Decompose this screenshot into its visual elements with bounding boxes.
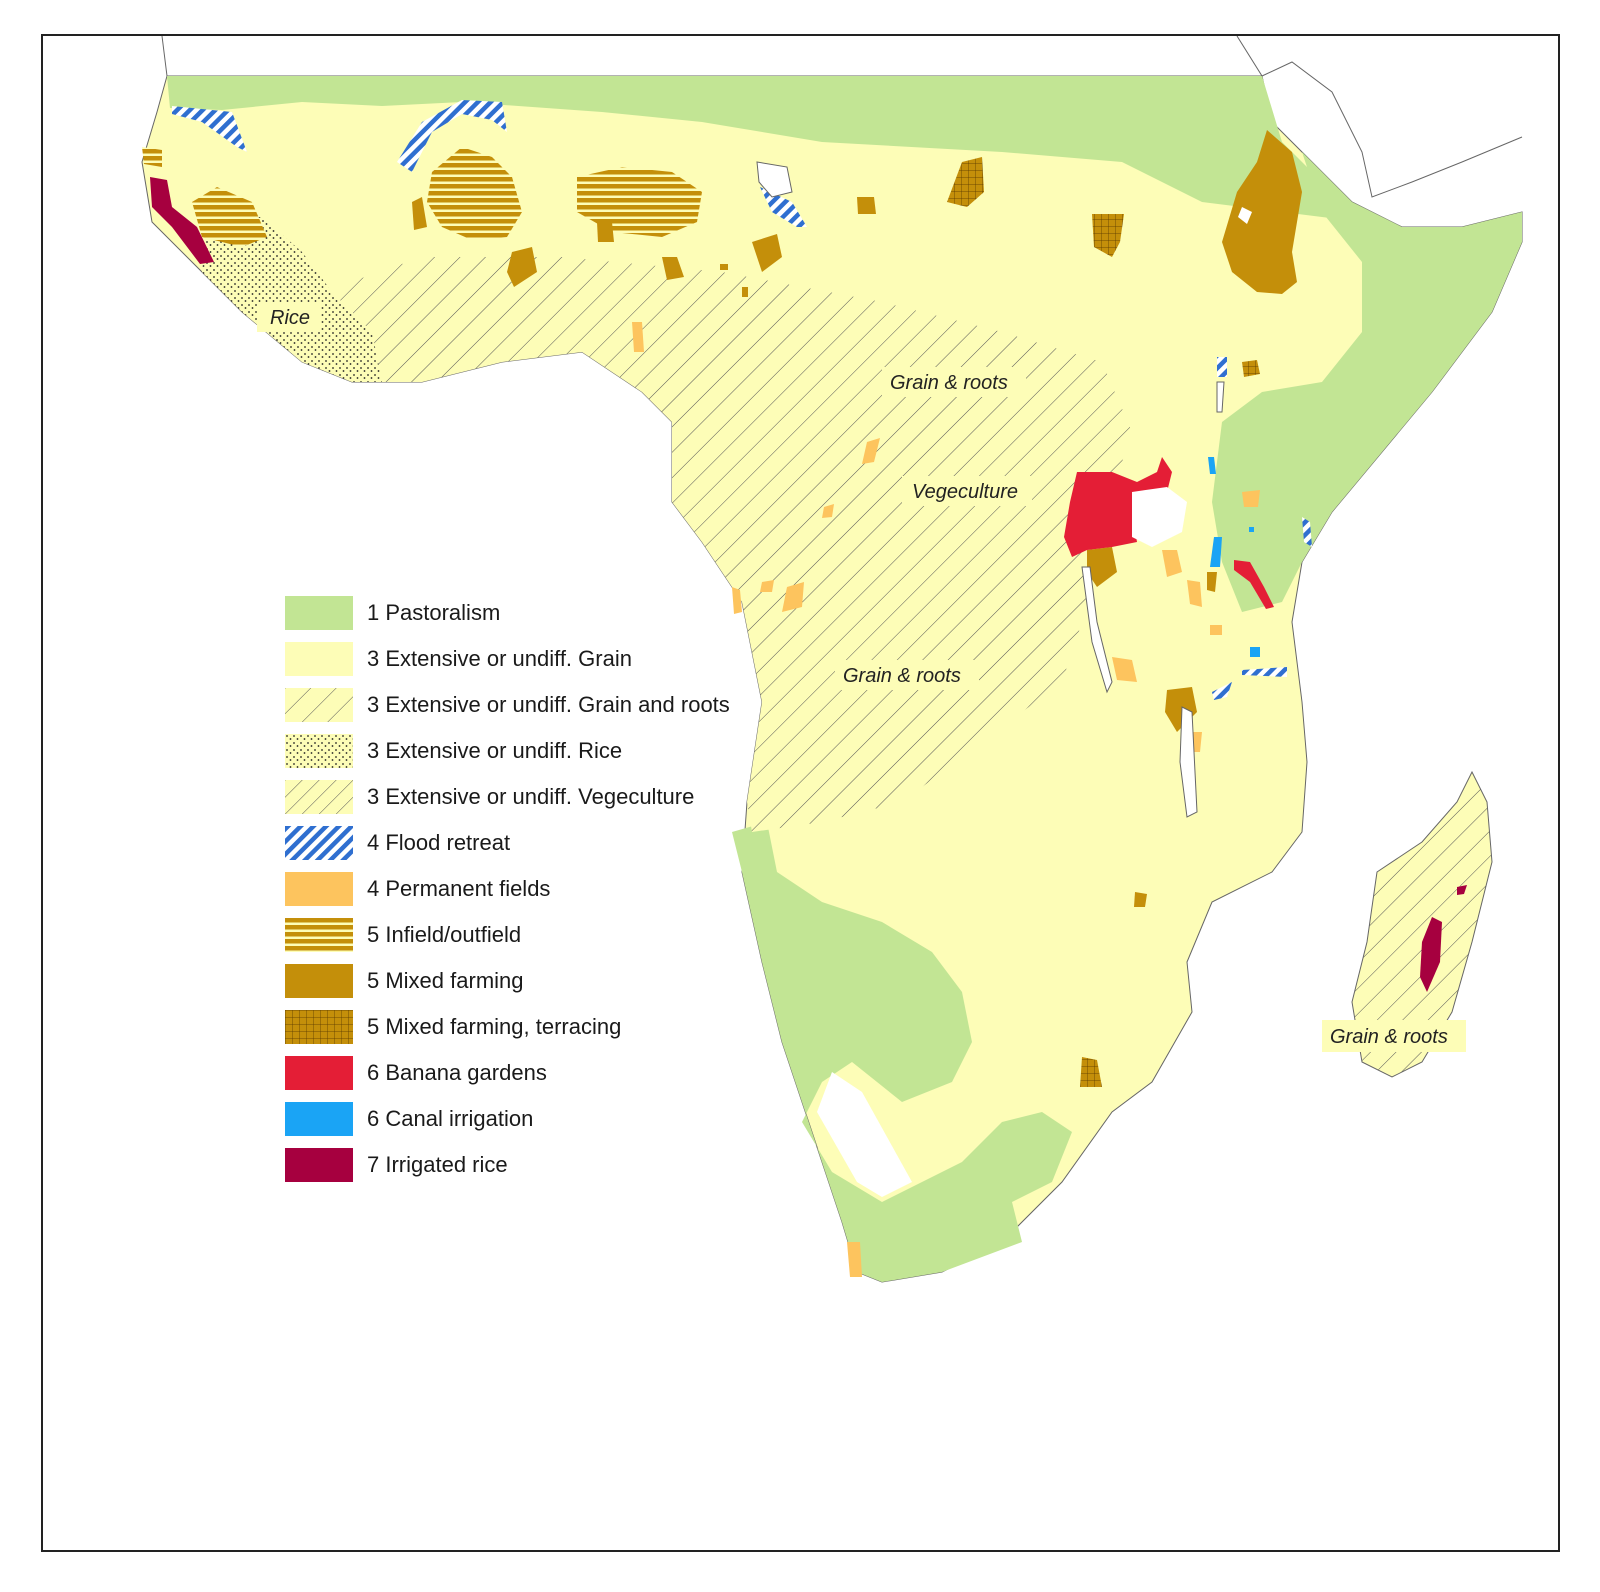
lake-victoria	[1132, 487, 1187, 547]
legend-item-vegeculture: 3 Extensive or undiff. Vegeculture	[285, 780, 805, 814]
legend-item-terracing: 5 Mixed farming, terracing	[285, 1010, 805, 1044]
legend-label: 3 Extensive or undiff. Rice	[367, 738, 623, 763]
permanent-fields-swatch	[285, 872, 353, 906]
map-canvas: Rice Grain & roots Vegeculture Grain & r…	[141, 36, 1523, 1283]
legend-label: 5 Mixed farming, terracing	[367, 1014, 622, 1039]
irrigated-rice-swatch	[285, 1148, 353, 1182]
lakes	[756, 161, 1225, 818]
mixed-farming-areas	[412, 130, 1302, 907]
map-frame: Rice Grain & roots Vegeculture Grain & r…	[41, 34, 1560, 1552]
region-label-grain-roots-madagascar: Grain & roots	[1330, 1026, 1448, 1048]
terracing-areas	[947, 157, 1260, 1087]
region-label-grain-roots-central: Grain & roots	[843, 665, 961, 687]
grain-roots-swatch	[285, 688, 353, 722]
legend-item-grain: 3 Extensive or undiff. Grain	[285, 642, 805, 676]
infield-outfield-areas	[142, 147, 702, 247]
legend-label: 6 Banana gardens	[367, 1060, 547, 1085]
legend-label: 5 Infield/outfield	[367, 922, 522, 947]
legend-label: 3 Extensive or undiff. Vegeculture	[367, 784, 695, 809]
legend-item-grain-roots: 3 Extensive or undiff. Grain and roots	[285, 688, 805, 722]
mixed-farming-lake-hole	[1238, 207, 1252, 224]
grain-roots-central-label-bg	[835, 660, 979, 690]
namibia-blank	[817, 1072, 912, 1197]
irrigated-rice-areas	[150, 177, 1467, 992]
legend-label: 7 Irrigated rice	[367, 1152, 508, 1177]
pastoralism-swatch	[285, 596, 353, 630]
banana-gardens-areas	[1064, 457, 1274, 609]
canal-irrigation-areas	[1208, 457, 1260, 657]
pastoralism-areas	[167, 76, 1522, 1282]
legend-item-permanent-fields: 4 Permanent fields	[285, 872, 805, 906]
legend-label: 3 Extensive or undiff. Grain	[367, 646, 632, 671]
legend-label: 3 Extensive or undiff. Grain and roots	[367, 692, 730, 717]
rice-label-bg	[257, 302, 321, 332]
rice-area	[202, 217, 382, 382]
grain-swatch	[285, 642, 353, 676]
legend-item-rice: 3 Extensive or undiff. Rice	[285, 734, 805, 768]
legend-item-irrigated-rice: 7 Irrigated rice	[285, 1148, 805, 1182]
region-label-vegeculture: Vegeculture	[912, 481, 1018, 503]
region-label-grain-roots-north: Grain & roots	[890, 372, 1008, 394]
legend-item-flood-retreat: 4 Flood retreat	[285, 826, 805, 860]
legend-item-banana-gardens: 6 Banana gardens	[285, 1056, 805, 1090]
legend-item-infield-outfield: 5 Infield/outfield	[285, 918, 805, 952]
legend-label: 4 Flood retreat	[367, 830, 511, 855]
region-label-rice: Rice	[270, 307, 310, 329]
legend-label: 5 Mixed farming	[367, 968, 524, 993]
legend-label: 1 Pastoralism	[367, 600, 501, 625]
flood-retreat-swatch	[285, 826, 353, 860]
permanent-fields-areas	[632, 322, 1260, 1277]
legend-item-canal-irrigation: 6 Canal irrigation	[285, 1102, 805, 1136]
legend-label: 6 Canal irrigation	[367, 1106, 534, 1131]
terracing-swatch	[285, 1010, 353, 1044]
grain-roots-north-label-bg	[882, 367, 1026, 397]
legend-item-pastoralism: 1 Pastoralism	[285, 596, 805, 630]
legend-item-mixed-farming: 5 Mixed farming	[285, 964, 805, 998]
banana-gardens-swatch	[285, 1056, 353, 1090]
canal-irrigation-swatch	[285, 1102, 353, 1136]
infield-outfield-swatch	[285, 918, 353, 952]
mixed-farming-swatch	[285, 964, 353, 998]
vegeculture-swatch	[285, 780, 353, 814]
grain-roots-madagascar-label-bg	[1322, 1020, 1466, 1052]
neighbouring-coastlines	[161, 36, 1523, 198]
legend-label: 4 Permanent fields	[367, 876, 551, 901]
madagascar	[1351, 770, 1493, 1078]
vegeculture-label-bg	[902, 476, 1032, 506]
rice-swatch	[285, 734, 353, 768]
